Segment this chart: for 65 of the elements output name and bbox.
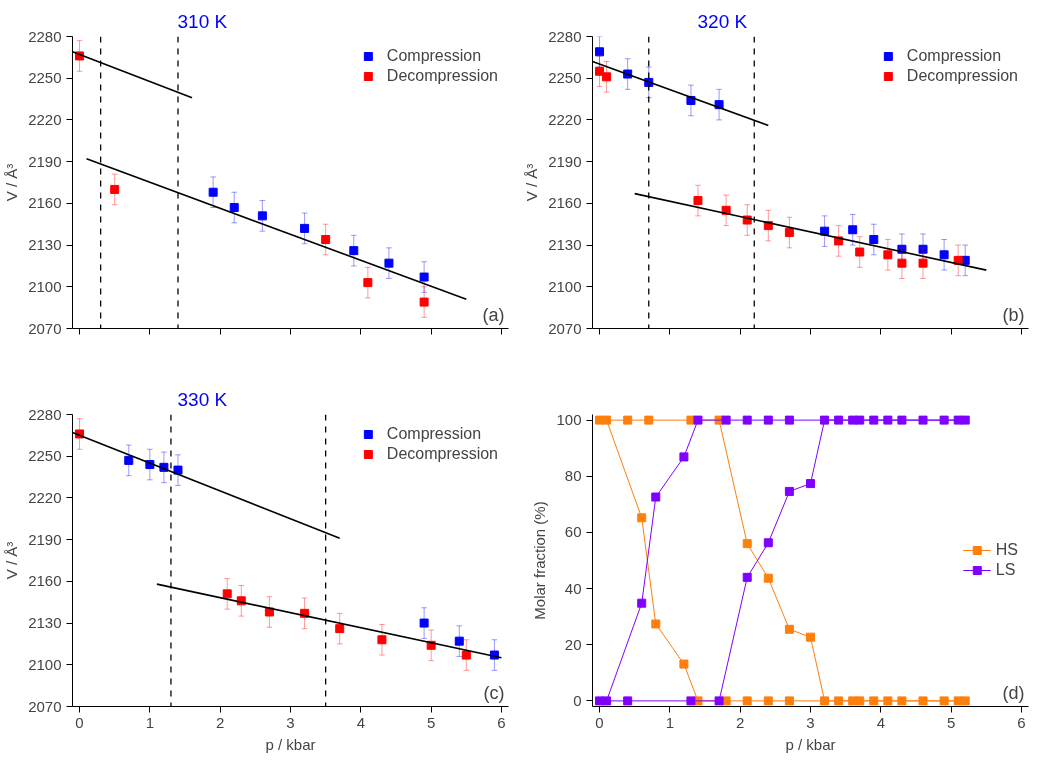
x-tick-label: 1: [665, 713, 675, 731]
y-tick-label: 20: [564, 635, 582, 653]
y-tick-label: 2220: [548, 110, 582, 128]
y-tick-label: 2190: [28, 530, 62, 548]
annotation: (d): [1002, 682, 1025, 703]
legend-label: LS: [995, 561, 1016, 579]
legend-label: Decompression: [386, 445, 498, 463]
legend-label: Decompression: [386, 67, 498, 85]
annotation: (a): [482, 304, 505, 325]
y-tick-label: 2280: [548, 27, 582, 45]
y-tick-label: 2100: [28, 277, 62, 295]
y-tick-label: 2280: [28, 405, 62, 423]
chart-title: 310 K: [177, 10, 228, 32]
y-tick-label: 2280: [28, 27, 62, 45]
y-tick-label: 2160: [548, 194, 582, 212]
y-tick-label: 2070: [28, 319, 62, 337]
chart-title: 330 K: [177, 388, 228, 410]
x-tick-label: 3: [286, 713, 295, 731]
y-tick-label: 80: [564, 467, 582, 485]
annotation: (b): [1002, 304, 1025, 325]
y-tick-label: 0: [573, 691, 582, 709]
y-tick-label: 2100: [548, 277, 582, 295]
chart-title: 320 K: [697, 10, 748, 32]
y-tick-label: 2130: [548, 236, 582, 254]
x-tick-label: 0: [595, 713, 604, 731]
x-tick-label: 5: [946, 713, 956, 731]
x-tick-label: 6: [497, 713, 506, 731]
x-tick-label: 5: [426, 713, 436, 731]
legend-label: Compression: [386, 425, 482, 443]
x-tick-label: 4: [876, 713, 885, 731]
y-tick-label: 2070: [548, 319, 582, 337]
y-tick-label: 2250: [28, 69, 62, 87]
y-axis-title: V / Å³: [3, 541, 21, 580]
y-tick-label: 2100: [28, 655, 62, 673]
legend-label: Compression: [386, 47, 482, 65]
y-tick-label: 2250: [548, 69, 582, 87]
x-tick-label: 1: [145, 713, 155, 731]
y-tick-label: 2160: [28, 194, 62, 212]
x-axis-title: p / kbar: [785, 735, 836, 753]
annotation: (c): [483, 682, 505, 703]
y-tick-label: 100: [556, 411, 582, 429]
y-tick-label: 2190: [548, 152, 582, 170]
y-tick-label: 40: [564, 579, 582, 597]
x-tick-label: 4: [356, 713, 365, 731]
x-tick-label: 2: [736, 713, 745, 731]
x-tick-label: 3: [806, 713, 815, 731]
x-tick-label: 6: [1017, 713, 1026, 731]
legend-label: Decompression: [906, 67, 1018, 85]
legend-label: HS: [995, 541, 1018, 559]
y-tick-label: 60: [564, 523, 582, 541]
y-tick-label: 2190: [28, 152, 62, 170]
y-axis-title: V / Å³: [3, 163, 21, 202]
y-tick-label: 2220: [28, 488, 62, 506]
y-tick-label: 2130: [28, 236, 62, 254]
y-tick-label: 2130: [28, 614, 62, 632]
y-axis-title: V / Å³: [523, 163, 541, 202]
y-tick-label: 2070: [28, 697, 62, 715]
x-tick-label: 2: [216, 713, 225, 731]
y-tick-label: 2160: [28, 572, 62, 590]
x-axis-title: p / kbar: [265, 735, 316, 753]
y-tick-label: 2220: [28, 110, 62, 128]
y-axis-title: Molar fraction (%): [531, 501, 549, 620]
legend-label: Compression: [906, 47, 1002, 65]
x-tick-label: 0: [75, 713, 84, 731]
y-tick-label: 2250: [28, 447, 62, 465]
